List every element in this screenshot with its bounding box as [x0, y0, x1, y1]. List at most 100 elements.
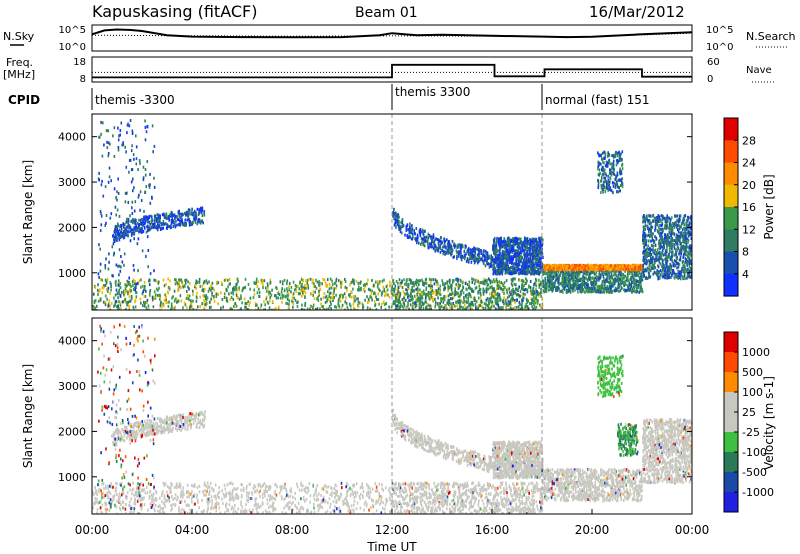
heatmap-cell — [673, 243, 675, 246]
heatmap-cell — [234, 285, 237, 289]
heatmap-cell — [586, 286, 589, 290]
heatmap-cell — [239, 307, 242, 310]
heatmap-cell — [425, 293, 427, 297]
heatmap-cell — [613, 289, 616, 293]
heatmap-cell — [669, 227, 672, 231]
heatmap-cell — [685, 245, 687, 249]
heatmap-cell — [416, 300, 418, 303]
heatmap-cell — [648, 268, 650, 272]
heatmap-cell — [684, 267, 687, 271]
heatmap-cell — [202, 281, 205, 285]
heatmap-cell — [676, 239, 678, 243]
heatmap-cell — [295, 284, 298, 288]
heatmap-cell — [588, 287, 591, 291]
heatmap-cell — [189, 281, 191, 285]
heatmap-cell — [307, 278, 310, 281]
heatmap-cell — [526, 305, 528, 309]
heatmap-cell — [468, 280, 471, 284]
heatmap-cell — [359, 280, 362, 284]
heatmap-cell — [651, 266, 653, 270]
heatmap-cell — [659, 254, 662, 258]
heatmap-cell — [309, 277, 312, 281]
heatmap-cell — [680, 231, 682, 235]
heatmap-cell — [467, 286, 470, 290]
heatmap-cell — [248, 303, 250, 307]
heatmap-cell — [561, 289, 563, 293]
heatmap-cell — [559, 274, 562, 278]
heatmap-cell — [492, 289, 494, 293]
heatmap-cell — [512, 307, 515, 310]
heatmap-cell — [338, 294, 341, 298]
heatmap-cell — [244, 285, 246, 289]
heatmap-cell — [533, 302, 535, 306]
heatmap-cell — [651, 238, 654, 242]
heatmap-cell — [393, 288, 395, 292]
heatmap-cell — [105, 287, 108, 291]
heatmap-cell — [666, 242, 668, 246]
heatmap-cell — [648, 273, 650, 277]
heatmap-cell — [660, 224, 663, 227]
heatmap-cell — [452, 296, 455, 299]
heatmap-cell — [114, 293, 117, 297]
heatmap-cell — [183, 301, 186, 305]
heatmap-cell — [304, 304, 306, 307]
heatmap-cell — [349, 304, 352, 308]
heatmap-cell — [613, 278, 615, 282]
heatmap-cell — [451, 279, 454, 283]
heatmap-cell — [514, 291, 517, 295]
heatmap-cell — [340, 285, 342, 289]
heatmap-cell — [260, 278, 263, 282]
heatmap-cell — [417, 289, 419, 293]
heatmap-cell — [324, 300, 327, 304]
heatmap-cell — [266, 282, 269, 286]
heatmap-cell — [190, 304, 192, 308]
heatmap-cell — [157, 293, 159, 297]
heatmap-cell — [602, 274, 605, 278]
heatmap-cell — [545, 285, 548, 289]
heatmap-cell — [648, 254, 650, 257]
heatmap-cell — [648, 264, 651, 267]
heatmap-cell — [436, 283, 438, 287]
heatmap-cell — [139, 297, 142, 301]
heatmap-cell — [510, 307, 512, 310]
heatmap-cell — [671, 228, 674, 232]
heatmap-cell — [544, 286, 547, 290]
heatmap-cell — [237, 280, 239, 283]
heatmap-cell — [352, 278, 354, 282]
heatmap-cell — [409, 303, 412, 307]
heatmap-cell — [322, 296, 325, 300]
heatmap-cell — [409, 299, 411, 303]
heatmap-cell — [690, 246, 692, 250]
heatmap-cell — [165, 301, 167, 305]
heatmap-cell — [661, 261, 664, 265]
heatmap-cell — [323, 292, 326, 295]
heatmap-cell — [631, 287, 634, 291]
heatmap-cell — [542, 272, 544, 276]
heatmap-cell — [681, 228, 684, 232]
heatmap-cell — [628, 272, 631, 275]
heatmap-cell — [660, 232, 663, 236]
heatmap-cell — [653, 261, 656, 265]
heatmap-cell — [496, 295, 499, 299]
heatmap-cell — [168, 287, 171, 291]
heatmap-cell — [399, 292, 402, 296]
heatmap-cell — [672, 261, 675, 265]
heatmap-cell — [671, 242, 674, 246]
heatmap-cell — [674, 253, 677, 257]
heatmap-cell — [614, 270, 617, 274]
heatmap-cell — [614, 272, 616, 276]
heatmap-cell — [262, 283, 264, 287]
heatmap-cell — [396, 306, 398, 310]
heatmap-cell — [456, 300, 459, 304]
heatmap-cell — [344, 300, 346, 304]
heatmap-cell — [106, 277, 109, 281]
heatmap-cell — [443, 296, 445, 300]
heatmap-cell — [394, 293, 397, 297]
heatmap-cell — [658, 240, 660, 244]
heatmap-cell — [682, 238, 685, 242]
heatmap-cell — [446, 280, 449, 284]
heatmap-cell — [636, 272, 638, 276]
heatmap-cell — [669, 257, 672, 261]
heatmap-cell — [659, 262, 662, 266]
heatmap-cell — [330, 296, 332, 300]
